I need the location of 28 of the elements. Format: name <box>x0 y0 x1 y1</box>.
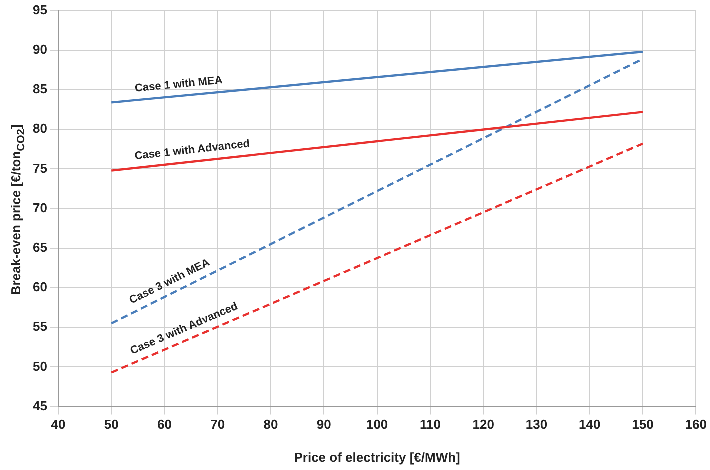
x-tick-label: 70 <box>210 417 226 432</box>
x-tick-label: 80 <box>264 417 278 432</box>
text: Case 1 with Advanced <box>134 138 251 163</box>
y-tick-label: 85 <box>32 82 48 97</box>
x-tick-label: 50 <box>104 417 119 432</box>
x-axis-title: Price of electricity [€/MWh] <box>294 450 460 465</box>
text: Case 1 with MEA <box>134 74 224 95</box>
x-tick-label: 120 <box>472 417 494 432</box>
y-tick-label: 50 <box>32 358 48 374</box>
x-tick-label: 40 <box>51 417 66 432</box>
x-tick-label: 160 <box>685 417 708 432</box>
x-tick-label: 130 <box>526 417 548 432</box>
y-tick-label: 90 <box>32 42 48 57</box>
y-tick-label: 65 <box>32 240 48 255</box>
x-tick-label: 60 <box>158 417 172 432</box>
x-tick-label: 110 <box>420 417 441 432</box>
x-tick-label: 140 <box>579 417 601 432</box>
text: Case 3 with MEA <box>128 256 212 307</box>
x-tick-label: 90 <box>316 417 332 432</box>
y-tick-label: 60 <box>32 280 48 295</box>
y-tick-label: 45 <box>32 398 48 414</box>
y-tick-label: 55 <box>32 319 48 334</box>
y-tick-label: 70 <box>32 200 48 216</box>
y-tick-label: 75 <box>32 160 48 176</box>
x-tick-label: 150 <box>632 417 654 432</box>
x-tick-label: 100 <box>366 417 388 432</box>
y-tick-label: 80 <box>32 121 48 136</box>
y-tick-label: 95 <box>32 2 48 18</box>
